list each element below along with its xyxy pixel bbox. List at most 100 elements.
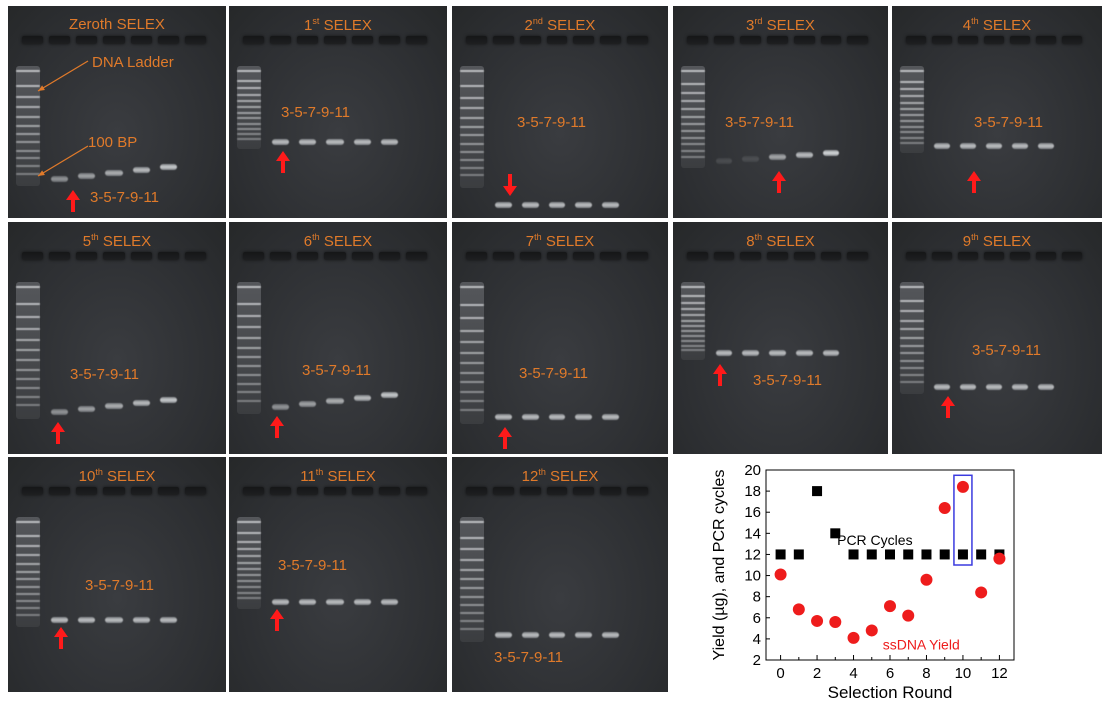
sample-band xyxy=(960,143,976,149)
y-tick-label: 16 xyxy=(744,504,761,521)
lane-cycles-label: 3-5-7-9-11 xyxy=(517,114,586,131)
up-arrow-icon xyxy=(498,427,512,449)
gel-well xyxy=(573,36,595,44)
x-tick-label: 4 xyxy=(849,665,857,682)
yield-point xyxy=(920,573,933,586)
pcr-cycles-label: PCR Cycles xyxy=(837,532,912,548)
ladder-band xyxy=(900,80,924,83)
yield-point xyxy=(811,614,824,627)
gel-well xyxy=(157,487,179,495)
gel-well xyxy=(297,36,319,44)
ladder-band xyxy=(16,562,40,565)
pcr-point xyxy=(775,549,786,560)
gel-well xyxy=(22,252,44,260)
lane-cycles-label: 3-5-7-9-11 xyxy=(494,649,563,666)
sample-band xyxy=(494,414,512,420)
gel-well xyxy=(297,252,319,260)
ladder-band xyxy=(16,106,40,109)
ladder-band xyxy=(16,585,40,588)
sample-band xyxy=(51,176,69,182)
gel-well xyxy=(466,36,487,44)
lane-cycles-label: 3-5-7-9-11 xyxy=(302,362,371,379)
gel-well xyxy=(270,252,292,260)
ladder-pointer-line-head xyxy=(38,85,45,91)
gel-well xyxy=(627,252,648,260)
gel-well xyxy=(184,252,206,260)
gel-well xyxy=(519,487,541,495)
dna-ladder-lane xyxy=(900,282,924,394)
ladder-band xyxy=(237,532,261,535)
up-arrow-icon xyxy=(54,627,68,649)
gel-well xyxy=(49,487,71,495)
ladder-band xyxy=(16,404,40,407)
ladder-band xyxy=(16,368,40,371)
ladder-band xyxy=(16,133,40,136)
gel-panel: 3rd SELEX 3-5-7-9-11 xyxy=(673,6,888,218)
gel-panel: 2nd SELEX 3-5-7-9-11 xyxy=(452,6,668,218)
ladder-band xyxy=(681,122,705,125)
sample-band xyxy=(548,414,566,420)
ladder-band xyxy=(237,127,261,130)
down-arrow-icon xyxy=(503,174,517,196)
ladder-band xyxy=(460,371,484,374)
lane-cycles-label: 3-5-7-9-11 xyxy=(70,366,139,383)
ladder-band xyxy=(900,381,924,384)
gel-well xyxy=(906,36,926,44)
ladder-band xyxy=(681,335,705,338)
ladder-band xyxy=(16,544,40,547)
y-tick-label: 8 xyxy=(753,589,761,606)
ladder-band xyxy=(681,115,705,118)
gel-well xyxy=(906,252,926,260)
pcr-point xyxy=(921,549,932,560)
ladder-band xyxy=(237,336,261,339)
gel-well xyxy=(627,36,648,44)
panel-title: 3rd SELEX xyxy=(746,16,815,34)
sample-band xyxy=(521,632,539,638)
gel-well xyxy=(932,252,952,260)
ssdna-yield-series xyxy=(774,480,1006,644)
panel-title: 5th SELEX xyxy=(82,232,152,250)
ladder-band xyxy=(681,314,705,317)
dna-ladder-lane xyxy=(460,66,484,188)
ladder-band xyxy=(681,295,705,298)
sample-band xyxy=(1038,384,1054,390)
ladder-band xyxy=(237,87,261,90)
sample-band xyxy=(78,173,96,179)
sample-band xyxy=(326,599,344,605)
dna-ladder-lane xyxy=(460,517,484,642)
gel-well xyxy=(847,252,868,260)
gel-panel: 4th SELEX 3-5-7-9-11 xyxy=(892,6,1102,218)
ladder-band xyxy=(237,326,261,329)
x-tick-label: 8 xyxy=(922,665,930,682)
gel-well xyxy=(932,36,952,44)
ladder-band xyxy=(16,377,40,380)
ladder-band xyxy=(681,129,705,132)
yield-point xyxy=(956,480,969,493)
up-arrow-icon xyxy=(51,422,65,444)
yield-point xyxy=(938,502,951,514)
ladder-band xyxy=(681,155,705,158)
sample-band xyxy=(769,350,786,356)
ladder-band xyxy=(237,100,261,103)
gel-well xyxy=(958,36,978,44)
sample-band xyxy=(548,202,566,208)
ladder-band xyxy=(460,329,484,332)
ladder-band xyxy=(16,286,40,288)
ssdna-yield-label: ssDNA Yield xyxy=(883,636,960,652)
sample-band xyxy=(326,139,344,145)
ladder-band xyxy=(460,409,484,412)
ladder-band xyxy=(237,111,261,114)
gel-well xyxy=(243,36,265,44)
y-tick-label: 6 xyxy=(753,610,761,627)
ladder-band xyxy=(16,303,40,306)
ladder-band xyxy=(237,591,261,594)
sample-band xyxy=(1012,384,1028,390)
ladder-band xyxy=(460,612,484,615)
gel-well xyxy=(627,487,648,495)
plot-area-border xyxy=(765,469,1015,661)
gel-panel: 8th SELEX 3-5-7-9-11 xyxy=(673,222,888,454)
sample-band xyxy=(960,384,976,390)
ladder-band xyxy=(237,574,261,577)
sample-band xyxy=(159,397,177,403)
y-tick-label: 2 xyxy=(753,652,761,669)
